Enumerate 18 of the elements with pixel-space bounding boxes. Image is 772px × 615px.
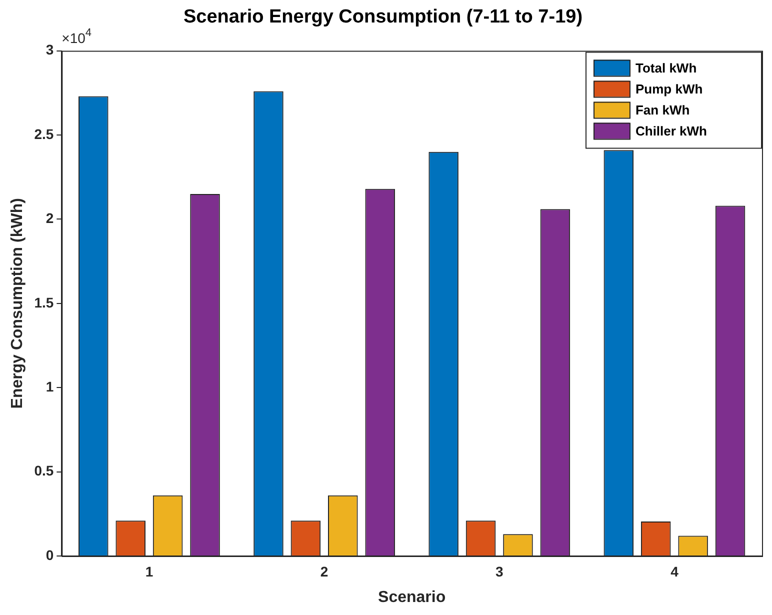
- y-tick-label: 2: [46, 210, 54, 226]
- y-axis-title: Energy Consumption (kWh): [9, 198, 26, 409]
- y-tick-label: 2.5: [34, 126, 54, 142]
- chart-title: Scenario Energy Consumption (7-11 to 7-19): [183, 6, 583, 28]
- legend-label: Pump kWh: [635, 81, 703, 96]
- y-tick-label: 3: [46, 42, 54, 58]
- y-tick-label: 1.5: [34, 294, 54, 310]
- legend-label: Total kWh: [635, 60, 697, 76]
- x-tick-label: 2: [320, 563, 328, 580]
- y-tick-label: 0: [46, 546, 54, 563]
- legend-label: Chiller kWh: [635, 123, 708, 138]
- legend-label: Fan kWh: [635, 102, 690, 118]
- y-tick-label: 0.5: [34, 462, 54, 479]
- x-tick-label: 3: [495, 563, 504, 580]
- x-axis-title: Scenario: [378, 588, 446, 606]
- x-tick-label: 1: [145, 563, 154, 580]
- y-tick-label: 1: [46, 378, 54, 394]
- x-tick-label: 4: [670, 563, 679, 580]
